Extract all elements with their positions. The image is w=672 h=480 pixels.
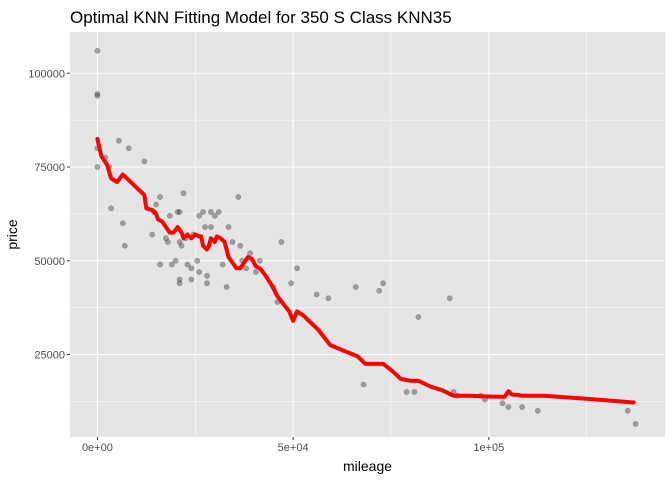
data-point — [108, 205, 114, 212]
data-point — [176, 239, 183, 245]
data-point — [184, 261, 191, 268]
data-point — [208, 224, 214, 230]
chart-title: Optimal KNN Fitting Model for 350 S Clas… — [70, 8, 452, 27]
data-point — [196, 212, 203, 219]
data-point — [188, 276, 195, 283]
data-point — [194, 257, 201, 264]
data-point — [505, 404, 512, 410]
data-point — [157, 261, 163, 268]
data-point — [380, 280, 387, 287]
data-point — [415, 314, 422, 320]
data-point — [278, 239, 285, 245]
data-point — [229, 239, 236, 245]
y-axis-label: price — [4, 219, 20, 250]
data-point — [208, 209, 214, 215]
data-point — [223, 284, 230, 290]
grid-major — [70, 32, 665, 437]
data-point — [235, 194, 242, 200]
data-point — [313, 291, 320, 298]
data-point — [257, 257, 263, 264]
data-point — [149, 231, 156, 238]
x-tick-label: 0e+00 — [82, 442, 113, 454]
data-point — [219, 261, 226, 268]
data-point — [294, 265, 300, 272]
data-point — [499, 400, 506, 407]
data-point — [176, 276, 183, 283]
data-point — [243, 265, 250, 272]
data-point — [180, 190, 187, 197]
data-point — [204, 272, 210, 279]
data-point — [360, 381, 367, 388]
y-tick-label: 100000 — [28, 68, 65, 80]
x-tick-label: 5e+04 — [278, 442, 309, 454]
data-point — [632, 421, 639, 427]
data-point — [624, 407, 631, 414]
data-point — [403, 389, 410, 395]
grid-minor — [70, 32, 665, 437]
data-point — [519, 404, 525, 410]
y-tick-label: 25000 — [34, 350, 65, 362]
data-point — [288, 280, 295, 287]
data-point — [534, 407, 541, 414]
data-point — [188, 265, 195, 272]
data-point — [116, 137, 122, 144]
data-point — [94, 47, 101, 54]
data-point — [94, 164, 101, 170]
data-point — [204, 280, 210, 287]
data-point — [166, 212, 173, 219]
x-axis-label: mileage — [343, 458, 392, 474]
data-point — [119, 220, 126, 227]
plot-panel — [70, 32, 665, 437]
data-point — [178, 242, 185, 249]
data-point — [94, 92, 101, 99]
data-point — [446, 295, 453, 302]
data-point — [94, 91, 101, 97]
data-point — [196, 269, 203, 275]
data-point — [376, 287, 383, 294]
x-tick-label: 1e+05 — [473, 442, 504, 454]
data-point — [157, 194, 163, 200]
y-axis-ticks: 25000 50000 75000 100000 — [28, 68, 70, 362]
data-point — [163, 235, 169, 242]
data-point — [200, 209, 206, 215]
x-axis-ticks: 0e+00 5e+04 1e+05 — [82, 437, 504, 454]
data-point — [202, 224, 208, 230]
data-point — [168, 261, 175, 268]
data-point — [352, 284, 359, 290]
data-point — [176, 209, 183, 215]
knn-fit-line — [95, 136, 636, 405]
data-point — [153, 201, 159, 208]
data-point — [125, 145, 132, 152]
data-point — [253, 269, 259, 275]
y-tick-label: 75000 — [34, 162, 65, 174]
y-tick-label: 50000 — [34, 256, 65, 268]
data-point — [225, 224, 232, 230]
data-point — [237, 242, 244, 249]
data-point — [411, 389, 418, 395]
data-point — [121, 242, 128, 249]
data-point — [211, 212, 218, 219]
data-point — [325, 295, 332, 302]
data-point — [215, 209, 222, 215]
data-point — [174, 209, 181, 215]
data-point — [165, 239, 171, 245]
data-point — [172, 257, 179, 264]
data-point — [176, 280, 183, 287]
data-point — [141, 158, 148, 165]
